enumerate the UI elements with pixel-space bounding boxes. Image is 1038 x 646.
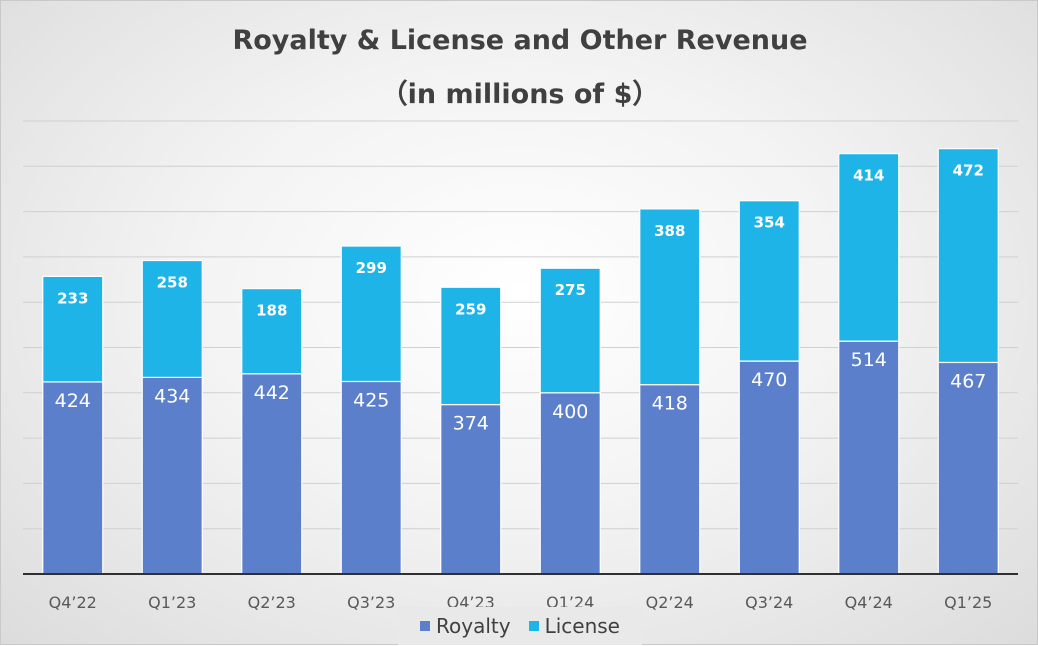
data-labels: 424 233 434 258 442 188 425 299 374 259 400 275 418 3… (55, 162, 987, 435)
data-label-royalty: 470 (751, 369, 787, 391)
x-tick-label: Q4’22 (49, 593, 97, 612)
x-tick-label: Q2’23 (248, 593, 296, 612)
bar-license (539, 267, 601, 394)
bars (42, 148, 999, 575)
legend-swatch-license (528, 621, 539, 631)
data-label-royalty: 514 (851, 349, 887, 371)
data-label-license: 233 (57, 289, 88, 307)
data-label-royalty: 425 (353, 389, 389, 411)
bar-license (937, 148, 999, 364)
x-tick-label: Q1’23 (148, 593, 196, 612)
legend: Royalty License (398, 607, 642, 645)
data-label-royalty: 434 (154, 385, 190, 407)
chart-title: Royalty & License and Other Revenue (232, 25, 808, 56)
data-label-license: 275 (555, 281, 586, 299)
bar-royalty (838, 340, 900, 575)
bar-license (639, 208, 701, 386)
legend-label-license: License (544, 614, 620, 638)
x-tick-label: Q2’24 (646, 593, 694, 612)
data-label-license: 259 (455, 300, 486, 318)
data-label-license: 472 (953, 162, 984, 180)
x-axis: Q4’22 Q1’23 Q2’23 Q3’23 Q4’23 Q1’24 Q2’24 Q3’24… (23, 573, 1018, 612)
bar-license (838, 153, 900, 342)
data-label-license: 188 (256, 302, 287, 320)
bar-royalty (738, 360, 800, 575)
chart-subtitle: （in millions of $） (380, 79, 660, 110)
data-label-royalty: 467 (950, 370, 986, 392)
bar-royalty (639, 384, 701, 575)
data-label-license: 258 (157, 274, 188, 292)
x-tick-label: Q4’24 (845, 593, 893, 612)
data-label-royalty: 374 (453, 413, 489, 435)
bar-license (340, 245, 402, 383)
bar-royalty (241, 373, 303, 575)
bar-license (440, 286, 502, 406)
data-label-license: 299 (356, 259, 387, 277)
bar-license (738, 200, 800, 362)
bar-license (42, 275, 104, 383)
x-tick-label: Q3’24 (745, 593, 793, 612)
data-label-license: 388 (654, 222, 685, 240)
data-label-royalty: 418 (652, 393, 688, 415)
bar-license (141, 259, 203, 378)
x-tick-label: Q1’25 (944, 593, 992, 612)
data-label-license: 414 (853, 167, 884, 185)
legend-swatch-royalty (420, 621, 431, 631)
legend-item-license: License (528, 614, 620, 638)
legend-item-royalty: Royalty (420, 614, 511, 638)
data-label-license: 354 (754, 214, 785, 232)
data-label-royalty: 442 (254, 382, 290, 404)
bar-royalty (539, 392, 601, 575)
data-label-royalty: 400 (552, 401, 588, 423)
x-tick-label: Q3’23 (347, 593, 395, 612)
bar-royalty (440, 403, 502, 575)
legend-label-royalty: Royalty (436, 614, 511, 638)
bar-royalty (937, 361, 999, 575)
bar-license (241, 288, 303, 375)
data-label-royalty: 424 (55, 390, 91, 412)
